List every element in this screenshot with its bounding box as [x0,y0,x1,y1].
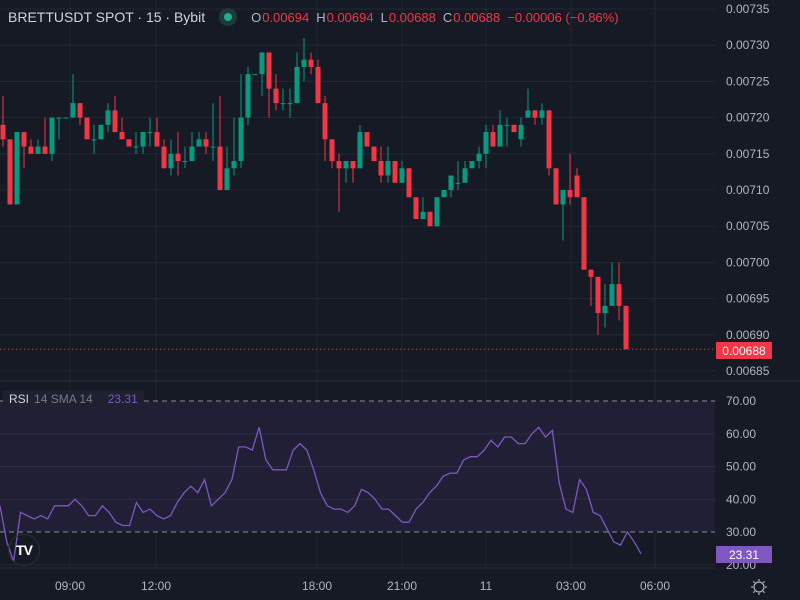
svg-text:0.00700: 0.00700 [726,255,770,269]
high-value: 0.00694 [326,9,374,25]
rsi-name: RSI [9,391,30,406]
svg-text:0.00725: 0.00725 [726,74,770,88]
svg-text:12:00: 12:00 [141,579,171,593]
svg-text:21:00: 21:00 [387,579,417,593]
svg-text:0.00720: 0.00720 [726,111,770,125]
svg-text:70.00: 70.00 [726,394,756,408]
svg-text:0.00715: 0.00715 [726,147,770,161]
svg-text:0.00690: 0.00690 [726,328,770,342]
svg-text:03:00: 03:00 [556,579,586,593]
svg-text:11: 11 [480,579,493,593]
chart-legend: BRETTUSDT SPOT · 15 · Bybit O 0.00694 H … [8,8,626,26]
svg-text:60.00: 60.00 [726,427,756,441]
candlestick-series [0,37,629,350]
svg-text:09:00: 09:00 [55,579,85,593]
open-value: 0.00694 [262,9,310,25]
market-open-status-icon[interactable] [219,8,238,26]
svg-text:06:00: 06:00 [640,579,670,593]
svg-text:50.00: 50.00 [726,460,756,474]
last-price-tag: 0.00688 [716,342,772,359]
time-axis[interactable]: 09:00 12:00 18:00 21:00 11 03:00 06:00 [55,579,670,593]
svg-text:30.00: 30.00 [726,525,756,539]
rsi-params: 14 SMA 14 [34,391,93,406]
svg-text:0.00735: 0.00735 [726,2,770,16]
tradingview-logo[interactable]: TV [8,534,40,566]
svg-text:18:00: 18:00 [302,579,332,593]
svg-text:40.00: 40.00 [726,492,756,506]
change-value: −0.00006 (−0.86%) [507,9,619,25]
close-value: 0.00688 [453,9,501,25]
svg-text:0.00710: 0.00710 [726,183,770,197]
rsi-legend[interactable]: RSI 14 SMA 14 23.31 [3,390,144,407]
svg-text:0.00705: 0.00705 [726,219,770,233]
svg-text:0.00695: 0.00695 [726,292,770,306]
close-label: C [442,9,453,25]
svg-text:0.00730: 0.00730 [726,38,770,52]
price-axis[interactable]: 0.00735 0.00730 0.00725 0.00720 0.00715 0.007… [726,2,770,378]
high-label: H [316,9,326,25]
open-label: O [251,9,262,25]
rsi-value-tag: 23.31 [716,546,772,563]
low-value: 0.00688 [388,9,436,25]
svg-text:0.00685: 0.00685 [726,364,770,378]
gear-icon[interactable] [750,578,768,596]
symbol-title[interactable]: BRETTUSDT SPOT · 15 · Bybit [8,9,206,25]
rsi-value: 23.31 [107,391,138,406]
rsi-line [0,426,642,562]
low-label: L [380,9,388,25]
